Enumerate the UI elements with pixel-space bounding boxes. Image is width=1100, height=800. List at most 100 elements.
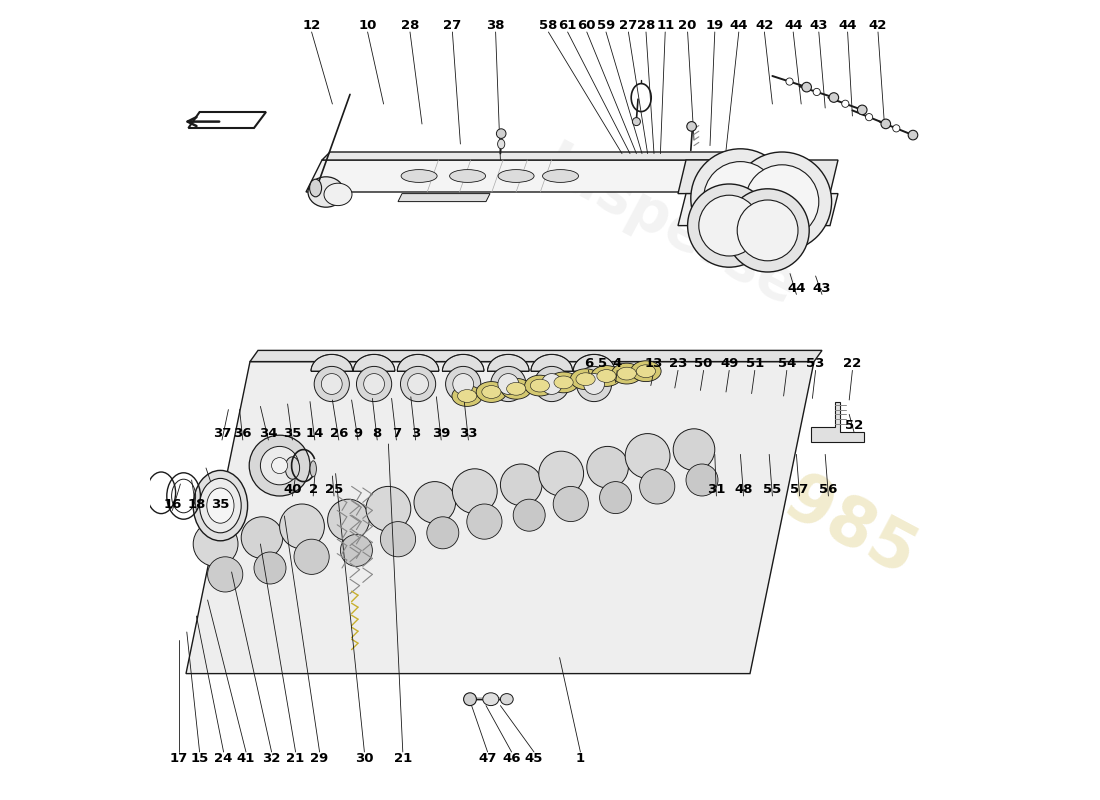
Text: 32: 32 (263, 752, 280, 765)
Ellipse shape (310, 461, 317, 477)
Text: 48: 48 (735, 483, 752, 496)
Circle shape (254, 552, 286, 584)
Text: 44: 44 (729, 19, 748, 32)
Text: 16: 16 (163, 498, 182, 510)
Text: 33: 33 (459, 427, 477, 440)
Ellipse shape (597, 370, 616, 382)
Polygon shape (487, 354, 529, 371)
Ellipse shape (542, 170, 579, 182)
Circle shape (535, 366, 570, 402)
Circle shape (785, 78, 793, 85)
Circle shape (463, 693, 476, 706)
Circle shape (328, 499, 370, 541)
Text: 41: 41 (236, 752, 255, 765)
Circle shape (704, 162, 778, 235)
Text: 37: 37 (212, 427, 231, 440)
Text: 27: 27 (619, 19, 638, 32)
Text: 14: 14 (306, 427, 324, 440)
Text: 24: 24 (214, 752, 233, 765)
Circle shape (514, 499, 546, 531)
Polygon shape (186, 362, 814, 674)
Text: 52: 52 (845, 419, 864, 432)
Ellipse shape (309, 179, 321, 197)
Text: Jasperse: Jasperse (532, 133, 807, 315)
Ellipse shape (285, 457, 299, 479)
Text: 43: 43 (810, 19, 828, 32)
Circle shape (446, 366, 481, 402)
Polygon shape (531, 354, 572, 371)
Text: 7: 7 (392, 427, 402, 440)
Text: 22: 22 (844, 358, 861, 370)
Text: 54: 54 (778, 358, 796, 370)
Ellipse shape (636, 365, 656, 378)
Text: 45: 45 (525, 752, 543, 765)
Circle shape (194, 522, 238, 566)
Text: 61: 61 (559, 19, 576, 32)
Text: 5: 5 (598, 358, 607, 370)
Text: 39: 39 (432, 427, 450, 440)
Text: 4: 4 (613, 358, 621, 370)
Text: 8: 8 (373, 427, 382, 440)
Circle shape (842, 100, 849, 107)
Circle shape (688, 184, 771, 267)
Text: 40: 40 (283, 483, 301, 496)
Text: 2: 2 (309, 483, 318, 496)
Text: 21: 21 (394, 752, 411, 765)
Text: 35: 35 (283, 427, 301, 440)
Circle shape (491, 366, 526, 402)
Text: 17: 17 (169, 752, 188, 765)
Text: 43: 43 (813, 282, 832, 294)
Text: 29: 29 (310, 752, 329, 765)
Circle shape (321, 374, 342, 394)
Polygon shape (250, 350, 822, 362)
Circle shape (453, 374, 474, 394)
Circle shape (673, 429, 715, 470)
Text: 44: 44 (788, 282, 805, 294)
Text: 27: 27 (443, 19, 462, 32)
Ellipse shape (571, 369, 601, 390)
Text: 11: 11 (656, 19, 674, 32)
Text: 1: 1 (575, 752, 585, 765)
Circle shape (539, 451, 584, 496)
Ellipse shape (500, 694, 514, 705)
Circle shape (802, 82, 812, 92)
Circle shape (498, 374, 519, 394)
Text: 44: 44 (838, 19, 857, 32)
Ellipse shape (500, 378, 531, 399)
Circle shape (294, 539, 329, 574)
Circle shape (366, 486, 410, 531)
Circle shape (639, 469, 674, 504)
Circle shape (408, 374, 429, 394)
Circle shape (632, 118, 640, 126)
Text: 18: 18 (187, 498, 206, 510)
Ellipse shape (530, 379, 550, 392)
Text: 9: 9 (353, 427, 363, 440)
Polygon shape (678, 160, 838, 194)
Circle shape (500, 464, 542, 506)
Text: 30: 30 (355, 752, 374, 765)
Circle shape (909, 130, 917, 140)
Text: 28: 28 (400, 19, 419, 32)
Text: 31: 31 (707, 483, 726, 496)
Circle shape (250, 435, 310, 496)
Circle shape (356, 366, 392, 402)
Circle shape (400, 366, 436, 402)
Polygon shape (442, 354, 484, 371)
Text: 6: 6 (584, 358, 593, 370)
Text: 34: 34 (260, 427, 277, 440)
Text: 59: 59 (597, 19, 615, 32)
Circle shape (452, 469, 497, 514)
Ellipse shape (576, 373, 595, 386)
Text: 56: 56 (820, 483, 837, 496)
Text: 25: 25 (324, 483, 343, 496)
Polygon shape (811, 402, 864, 442)
Polygon shape (573, 354, 615, 371)
Text: 55: 55 (763, 483, 781, 496)
Text: 38: 38 (486, 19, 505, 32)
Text: 44: 44 (784, 19, 803, 32)
Circle shape (427, 517, 459, 549)
Ellipse shape (612, 363, 642, 384)
Circle shape (541, 374, 562, 394)
Text: 36: 36 (233, 427, 252, 440)
Polygon shape (306, 160, 726, 192)
